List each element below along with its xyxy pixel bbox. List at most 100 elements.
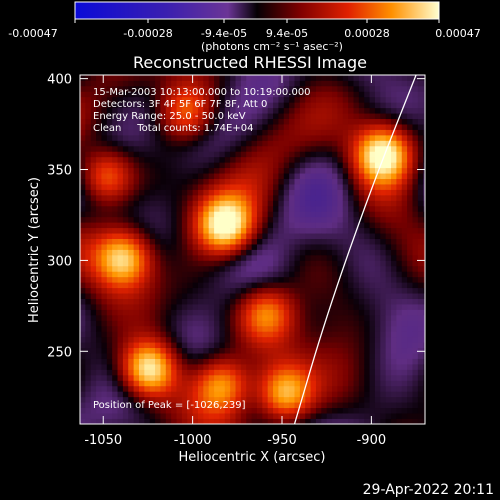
heatmap-cell	[117, 282, 124, 289]
heatmap-cell	[289, 380, 295, 387]
heatmap-cell	[358, 96, 365, 103]
heatmap-cell	[149, 331, 156, 338]
heatmap-cell	[273, 184, 279, 190]
heatmap-cell	[396, 314, 403, 321]
heatmap-cell	[273, 347, 279, 354]
heatmap-cell	[358, 156, 365, 163]
heatmap-cell	[289, 211, 295, 218]
heatmap-cell	[149, 418, 156, 424]
heatmap-cell	[412, 151, 419, 158]
heatmap-cell	[353, 320, 360, 327]
heatmap-cell	[299, 271, 306, 278]
heatmap-cell	[144, 244, 151, 250]
heatmap-cell	[219, 282, 226, 289]
heatmap-cell	[197, 304, 204, 310]
heatmap-cell	[117, 374, 124, 381]
heatmap-cell	[337, 385, 344, 392]
heatmap-cell	[155, 358, 161, 365]
heatmap-cell	[117, 249, 124, 256]
heatmap-cell	[246, 162, 252, 169]
heatmap-cell	[283, 178, 290, 185]
heatmap-cell	[85, 260, 92, 267]
heatmap-cell	[342, 216, 349, 223]
heatmap-cell	[289, 342, 295, 349]
heatmap-cell	[96, 293, 102, 299]
heatmap-cell	[240, 418, 247, 424]
heatmap-cell	[246, 309, 252, 316]
heatmap-cell	[391, 178, 397, 185]
heatmap-cell	[401, 396, 408, 403]
heatmap-cell	[337, 222, 344, 229]
heatmap-cell	[214, 118, 220, 125]
heatmap-cell	[385, 271, 392, 278]
heatmap-cell	[423, 167, 425, 174]
heatmap-cell	[283, 309, 290, 316]
heatmap-cell	[342, 336, 349, 343]
heatmap-cell	[112, 124, 118, 130]
heatmap-cell	[278, 347, 285, 354]
heatmap-cell	[294, 205, 301, 212]
heatmap-cell	[251, 385, 258, 392]
heatmap-cell	[85, 320, 92, 327]
heatmap-cell	[321, 254, 328, 261]
heatmap-cell	[112, 413, 118, 419]
heatmap-cell	[396, 369, 403, 376]
heatmap-cell	[101, 282, 108, 289]
heatmap-cell	[240, 227, 247, 234]
heatmap-cell	[192, 194, 199, 201]
heatmap-cell	[423, 304, 425, 310]
heatmap-cell	[342, 358, 349, 365]
heatmap-cell	[203, 331, 210, 338]
heatmap-cell	[106, 260, 113, 267]
heatmap-cell	[401, 194, 408, 201]
heatmap-cell	[321, 358, 328, 365]
heatmap-cell	[353, 75, 360, 81]
heatmap-cell	[391, 342, 397, 349]
heatmap-cell	[337, 287, 344, 294]
heatmap-cell	[122, 200, 129, 207]
heatmap-cell	[348, 134, 354, 141]
heatmap-cell	[299, 413, 306, 419]
heatmap-cell	[423, 325, 425, 332]
heatmap-cell	[267, 96, 274, 103]
heatmap-cell	[149, 304, 156, 310]
heatmap-cell	[256, 331, 263, 338]
heatmap-cell	[155, 238, 161, 245]
heatmap-cell	[128, 85, 135, 92]
heatmap-cell	[423, 238, 425, 245]
heatmap-cell	[358, 205, 365, 212]
heatmap-cell	[192, 413, 199, 419]
heatmap-cell	[326, 249, 333, 256]
heatmap-cell	[230, 189, 236, 196]
heatmap-cell	[208, 102, 215, 109]
heatmap-cell	[214, 178, 220, 185]
heatmap-cell	[326, 75, 333, 81]
heatmap-cell	[117, 298, 124, 305]
heatmap-cell	[90, 276, 97, 283]
heatmap-cell	[353, 96, 360, 103]
heatmap-cell	[149, 107, 156, 114]
heatmap-image	[80, 75, 425, 424]
heatmap-cell	[128, 216, 135, 223]
heatmap-cell	[192, 189, 199, 196]
colorbar-gradient	[74, 1, 440, 20]
heatmap-cell	[412, 271, 419, 278]
heatmap-cell	[197, 244, 204, 250]
heatmap-cell	[321, 200, 328, 207]
heatmap-cell	[251, 369, 258, 376]
heatmap-cell	[412, 265, 419, 272]
heatmap-cell	[155, 320, 161, 327]
heatmap-cell	[369, 358, 376, 365]
heatmap-cell	[138, 200, 145, 207]
heatmap-cell	[407, 304, 413, 310]
heatmap-cell	[251, 233, 258, 239]
heatmap-cell	[374, 140, 381, 147]
heatmap-cell	[391, 205, 397, 212]
heatmap-cell	[380, 151, 387, 158]
heatmap-cell	[246, 222, 252, 229]
heatmap-cell	[353, 91, 360, 98]
heatmap-cell	[160, 287, 167, 294]
heatmap-cell	[396, 91, 403, 98]
heatmap-cell	[342, 102, 349, 109]
heatmap-cell	[412, 156, 419, 163]
